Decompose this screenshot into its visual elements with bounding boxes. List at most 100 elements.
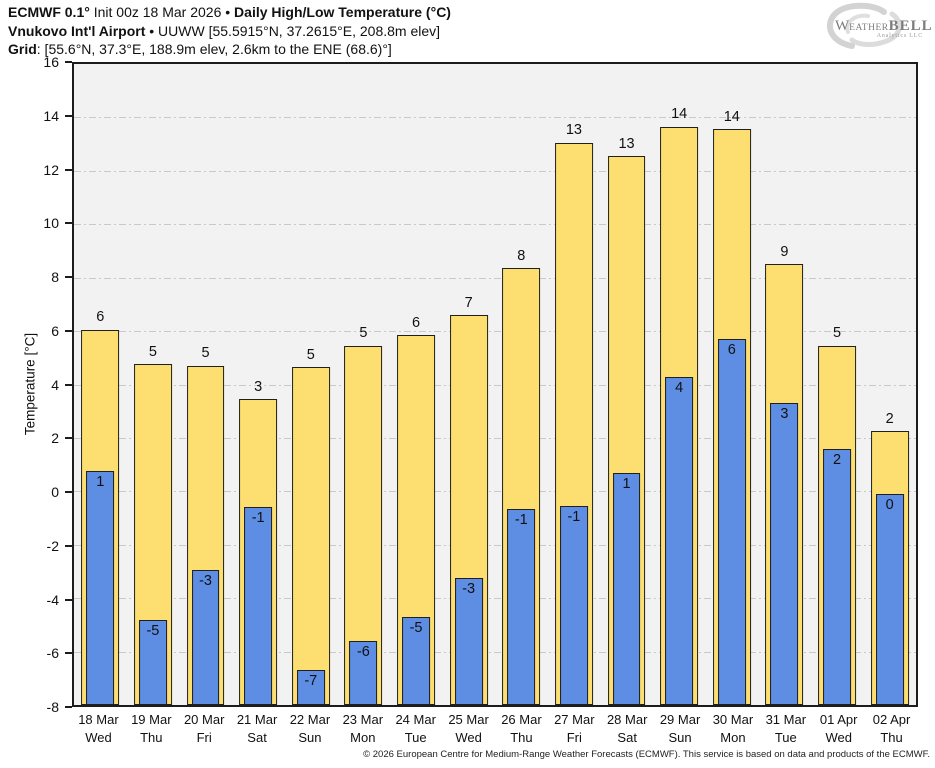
x-axis-label: 19 Mar Thu [125,711,178,746]
gridline [74,437,916,439]
y-axis-tick-label: 4 [51,376,59,393]
y-axis-tick-mark [65,61,72,63]
low-value-label: -5 [146,622,160,639]
x-axis-label: 21 Mar Sat [231,711,284,746]
low-value-label: 2 [833,451,842,468]
plot-area: 6 1 5 -5 5 -3 3 -1 5 -7 5 -6 6 -5 7 -3 8 -1 13 -1 13 1 14 4 14 6 9… [72,62,918,707]
low-value-label: -1 [514,511,528,528]
x-axis-date: 24 Mar [395,712,436,727]
x-axis-date: 18 Mar [78,712,119,727]
x-axis-date: 31 Mar [765,712,807,727]
high-value-label: 13 [618,135,635,152]
model-name: ECMWF 0.1° [8,4,90,20]
high-value-label: 5 [359,325,368,342]
grid-label: Grid [8,41,37,57]
gridline [74,170,916,172]
gridline [74,651,916,653]
y-axis-tick-label: -8 [46,699,59,715]
high-value-label: 14 [671,106,688,123]
bar-group: 5 -6 [337,64,390,705]
low-bar: -5 [402,616,431,705]
y-axis-tick-mark [65,706,72,708]
bar-group: 13 1 [600,64,653,705]
x-axis-label: 29 Mar Sun [654,711,707,746]
x-axis-date: 28 Mar [606,712,648,727]
gridline [74,224,916,226]
low-value-label: 6 [727,342,736,359]
x-axis-label: 01 Apr Wed [812,711,865,746]
bar-group: 13 -1 [548,64,601,705]
x-axis-label: 02 Apr Thu [865,711,918,746]
low-value-label: -3 [199,573,213,590]
x-axis-weekday: Wed [455,729,482,745]
y-axis-tick-mark [65,383,72,386]
high-value-label: 14 [723,108,740,125]
low-value-label: -5 [409,619,423,636]
x-axis-weekday: Tue [774,729,797,745]
x-axis-weekday: Sun [668,729,692,745]
x-axis-weekday: Mon [720,729,746,745]
header-line-3: Grid: [55.6°N, 37.3°E, 188.9m elev, 2.6k… [8,40,451,59]
logo-bell: BELL [888,18,933,34]
x-axis-date: 22 Mar [289,712,331,727]
logo-w: W [835,18,850,34]
y-axis-tick-label: 12 [43,161,59,178]
station-coords: • UUWW [55.5915°N, 37.2615°E, 208.8m ele… [145,22,441,39]
high-value-label: 5 [306,346,315,363]
y-axis-tick-label: -2 [46,537,59,554]
low-value-label: -7 [304,673,318,690]
x-axis-weekday: Mon [350,729,376,745]
y-axis-tick-label: 10 [43,215,59,232]
x-axis-label: 22 Mar Sun [284,711,337,746]
high-value-label: 6 [412,314,421,331]
x-axis-date: 23 Mar [342,712,384,727]
low-value-label: 1 [96,474,105,491]
low-value-label: -1 [567,509,581,526]
x-axis-date: 20 Mar [183,712,225,727]
gridline [74,491,916,493]
low-bar: -1 [507,508,536,705]
x-axis-date: 29 Mar [659,712,701,727]
y-axis-tick-label: 2 [51,430,59,447]
x-axis-date: 26 Mar [501,712,542,727]
x-axis-label: 24 Mar Tue [389,711,442,746]
low-bar: 3 [770,403,799,705]
high-value-label: 7 [464,294,473,311]
x-axis-label: 27 Mar Fri [548,711,601,746]
logo-subtitle: Analytics LLC [876,33,923,39]
y-axis-tick-label: 6 [51,322,59,339]
high-value-label: 2 [885,410,894,427]
x-axis-weekday: Wed [825,729,852,745]
high-value-label: 13 [565,122,583,139]
bar-group: 3 -1 [232,64,285,705]
low-value-label: 0 [885,497,894,514]
x-axis-weekday: Wed [85,729,112,745]
low-bar: 1 [612,472,641,705]
low-bar: -1 [244,507,273,705]
y-axis-tick-label: 16 [43,54,59,70]
y-axis-tick-label: 14 [43,107,59,124]
x-axis-date: 02 Apr [872,712,911,727]
y-axis-tick-mark [65,222,72,225]
y-axis-tick-mark [65,168,72,171]
x-axis-label: 28 Mar Sat [601,711,654,746]
x-axis-weekday: Thu [510,729,533,745]
y-axis-title: Temperature [°C] [22,332,38,436]
gridline [74,598,916,600]
x-axis-weekday: Thu [140,729,163,745]
bar-group: 14 4 [653,64,706,705]
low-bar: 4 [665,376,694,705]
init-time: Init 00z 18 Mar 2026 • [89,4,235,20]
station-name: Vnukovo Int'l Airport [8,22,146,39]
x-axis-weekday: Fri [196,729,212,745]
low-value-label: -6 [356,643,370,660]
x-axis-label: 20 Mar Fri [178,711,231,746]
chart-header: ECMWF 0.1° Init 00z 18 Mar 2026 • Daily … [8,3,451,59]
logo-wordmark: WEATHERBELL [835,17,933,35]
low-bar: -3 [191,570,220,705]
bar-group: 5 -7 [285,64,338,705]
bars-container: 6 1 5 -5 5 -3 3 -1 5 -7 5 -6 6 -5 7 -3 8 -1 13 -1 13 1 14 4 14 6 9… [74,64,916,705]
